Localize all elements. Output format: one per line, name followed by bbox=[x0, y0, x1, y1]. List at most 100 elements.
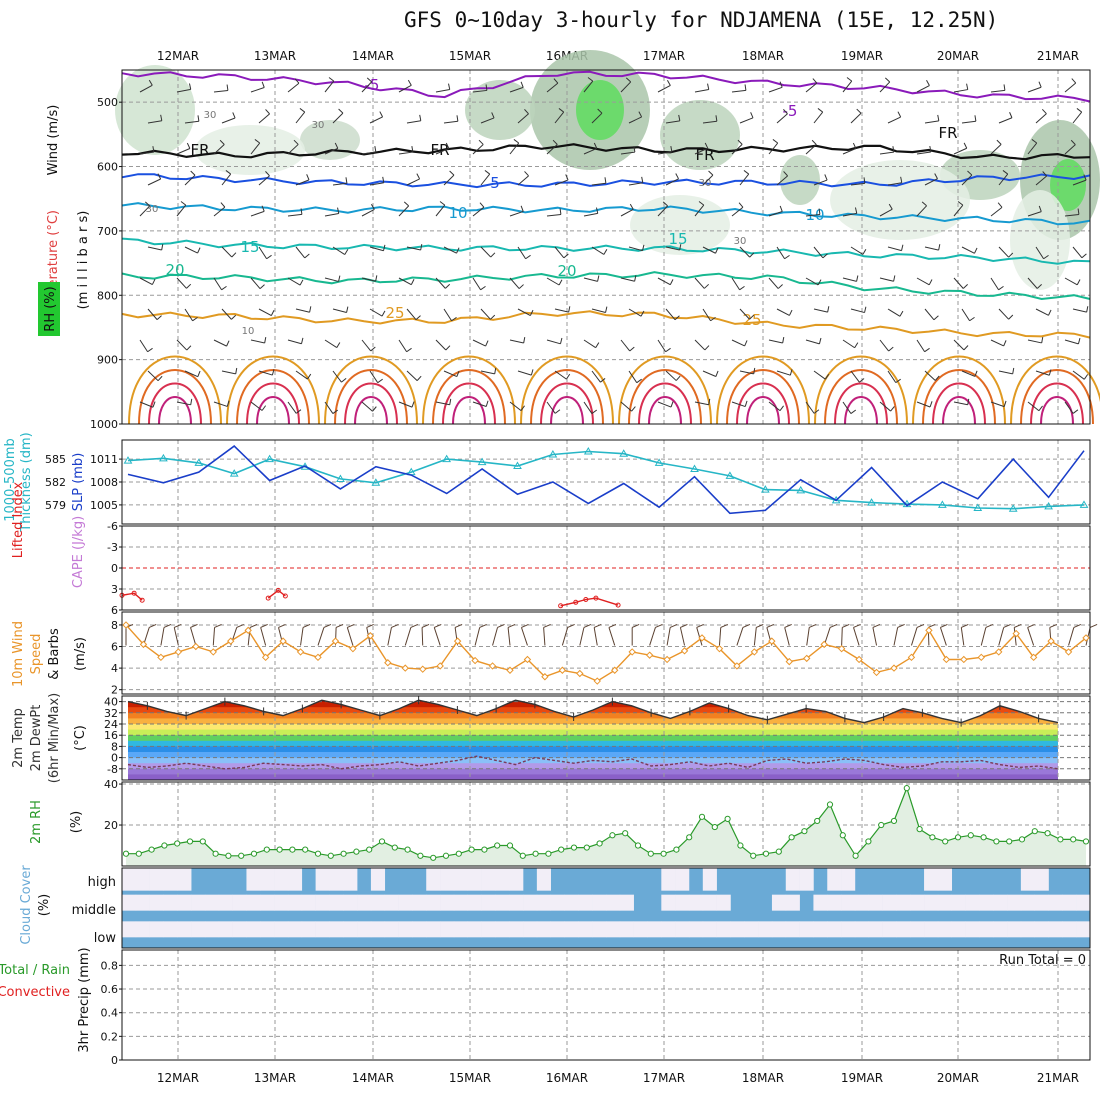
cloud-clear-cell bbox=[481, 868, 496, 891]
lifted-index-point bbox=[583, 597, 589, 602]
wind-barb bbox=[383, 244, 386, 251]
wind-barb bbox=[657, 277, 671, 286]
lifted-index-line bbox=[560, 597, 619, 607]
surface-isotherm bbox=[638, 382, 692, 425]
wind-barb bbox=[524, 109, 529, 115]
wind-speed-point bbox=[209, 648, 217, 656]
cloud-clear-cell bbox=[1048, 894, 1063, 911]
wind-speed-point bbox=[331, 637, 340, 645]
surface-isotherm bbox=[648, 396, 682, 425]
wind-speed-point bbox=[872, 668, 881, 677]
wind-barb bbox=[805, 213, 820, 217]
wind-barb bbox=[678, 114, 681, 121]
cloud-clear-cell bbox=[329, 868, 344, 891]
wind-barb bbox=[879, 339, 890, 352]
wind-barb bbox=[926, 80, 930, 86]
cloud-level-label: middle bbox=[72, 903, 116, 918]
cloud-clear-cell bbox=[993, 894, 1008, 911]
wind-barb bbox=[186, 283, 192, 289]
wind-barb bbox=[731, 144, 743, 155]
wind-barb bbox=[491, 112, 495, 119]
wind-barb bbox=[546, 277, 560, 286]
date-label-top: 17MAR bbox=[643, 49, 685, 63]
thickness-point bbox=[725, 471, 735, 479]
wind-barb bbox=[1038, 81, 1042, 88]
thickness-axis-label: 1000-500mb bbox=[3, 438, 18, 522]
wind-barb-10m bbox=[454, 623, 463, 628]
wind-barb bbox=[827, 306, 830, 313]
cloud-clear-cell bbox=[841, 921, 856, 938]
rh-tick: 20 bbox=[104, 819, 118, 832]
wind-barb-10m bbox=[960, 627, 965, 646]
wind-barb bbox=[715, 370, 719, 377]
surface-isotherm bbox=[452, 396, 486, 425]
cloud-clear-cell bbox=[370, 921, 386, 938]
thickness-point bbox=[548, 450, 558, 458]
wind-barb bbox=[157, 173, 162, 180]
wind-barb bbox=[631, 406, 636, 412]
wind-speed-point bbox=[750, 648, 759, 656]
wind-barb-10m bbox=[479, 623, 487, 628]
contour-label: 5 bbox=[490, 174, 500, 192]
wind-barb bbox=[961, 120, 976, 124]
surface-isotherm bbox=[344, 382, 398, 425]
date-label-top: 21MAR bbox=[1037, 49, 1079, 63]
wind-barb bbox=[694, 277, 705, 289]
wind-barb bbox=[443, 308, 452, 322]
lifted-index-point bbox=[573, 599, 579, 605]
wind-barb bbox=[517, 308, 531, 316]
rh-point bbox=[890, 817, 898, 825]
surface-isotherm bbox=[442, 382, 496, 425]
temp-tick: -8 bbox=[107, 763, 118, 776]
wind-barb bbox=[813, 111, 824, 124]
rh-point bbox=[954, 834, 962, 841]
wind-barb bbox=[295, 111, 306, 124]
wind-barb bbox=[916, 85, 930, 93]
wind-barb bbox=[294, 78, 300, 84]
pressure-tick: 900 bbox=[97, 354, 118, 367]
cloud-clear-cell bbox=[785, 894, 800, 911]
wind-barb bbox=[523, 337, 526, 344]
thickness-point bbox=[760, 485, 770, 493]
wind-barb bbox=[628, 116, 642, 124]
wind-barb bbox=[642, 244, 645, 251]
wind-barb bbox=[633, 146, 636, 153]
rh-label-bg bbox=[38, 282, 60, 336]
wind-speed-point bbox=[227, 637, 235, 645]
wind-barb-10m bbox=[679, 627, 686, 646]
thickness-point bbox=[796, 485, 806, 494]
wind-barb bbox=[583, 212, 598, 217]
wind-barb bbox=[372, 406, 377, 412]
wind-barb bbox=[480, 117, 495, 124]
wind-barb bbox=[309, 306, 312, 313]
wind-barb bbox=[591, 246, 605, 255]
temp-band bbox=[128, 768, 1058, 775]
cloud-clear-cell bbox=[910, 921, 925, 938]
cloud-clear-cell bbox=[232, 894, 247, 911]
cloud-clear-cell bbox=[412, 894, 427, 911]
wind-barb bbox=[406, 246, 421, 251]
wind-barb bbox=[990, 89, 1005, 93]
rh-point bbox=[942, 838, 949, 845]
wind-barb bbox=[1027, 401, 1040, 412]
cloud-clear-cell bbox=[619, 921, 634, 938]
wind-barb bbox=[406, 347, 412, 353]
cloud-clear-cell bbox=[204, 894, 220, 911]
wind-barb bbox=[1071, 78, 1077, 84]
wind-barb-10m bbox=[742, 623, 751, 628]
wind-barb-10m bbox=[872, 627, 878, 646]
wind-barb bbox=[410, 279, 415, 285]
surface-isotherm bbox=[746, 396, 780, 425]
wind-barb bbox=[254, 139, 261, 144]
wind-barb bbox=[180, 201, 187, 206]
cloud-clear-cell bbox=[1076, 921, 1091, 938]
precip-tick: 0.2 bbox=[101, 1030, 119, 1043]
wind-speed-point bbox=[384, 659, 392, 667]
wind-barb bbox=[221, 285, 227, 291]
wind-barb-10m bbox=[1027, 623, 1035, 628]
wind-barb bbox=[934, 375, 940, 381]
run-total: Run Total = 0 bbox=[999, 953, 1086, 968]
wind-barb bbox=[192, 316, 198, 322]
cloud-clear-cell bbox=[453, 921, 469, 938]
wind-barb bbox=[231, 314, 237, 320]
